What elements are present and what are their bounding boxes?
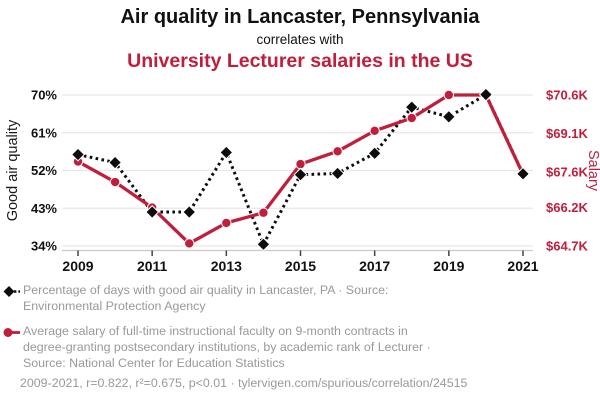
marker-air-quality-point [256,237,271,252]
marker-air-quality-point [441,109,456,124]
marker-salary-point [221,217,232,229]
plot-area: 70% 61% 52% 43% 34% $70.6K $69.1K $67.6K $66.2K $… [0,80,600,285]
x-tick-label: 2015 [285,258,316,274]
legend-item-salary: Average salary of full-time instructiona… [3,323,588,371]
legend-item-air-quality: Percentage of days with good air quality… [3,282,588,314]
marker-salary-point [258,207,269,218]
marker-air-quality-point [330,166,345,181]
x-tick-label: 2013 [211,258,242,274]
chart-title-line2: correlates with [256,32,344,47]
y-tick-label-right: $66.2K [546,200,589,215]
y-tick-label-left: 34% [31,239,57,254]
y-tick-label-left: 52% [31,163,57,178]
marker-salary-point [443,89,455,101]
stats-citation-line: 2009-2021, r=0.822, r²=0.675, p<0.01 · t… [20,376,468,390]
chart-title-line1: Air quality in Lancaster, Pennsylvania [120,6,480,28]
x-tick-label: 2017 [359,258,390,274]
y-tick-label-right: $67.6K [546,164,589,179]
chart-canvas: 70% 61% 52% 43% 34% $70.6K $69.1K $67.6K $66.2K $… [5,87,600,275]
marker-air-quality-point [478,87,493,102]
marker-salary-point [295,158,306,170]
marker-air-quality-point [219,145,234,160]
legend-air-quality-label: Percentage of days with good air quality… [23,283,389,313]
salary-series-icon [3,328,20,337]
x-tick-label: 2009 [62,258,93,274]
chart-header: Air quality in Lancaster, Pennsylvania c… [0,0,600,72]
marker-salary-point [184,238,195,249]
marker-air-quality-point [515,166,531,181]
y-tick-label-right: $69.1K [546,126,589,141]
legend-salary-label: Average salary of full-time instructiona… [23,324,431,370]
marker-air-quality-point [182,205,197,220]
y-tick-label-right: $70.6K [546,88,589,103]
marker-air-quality-point [145,205,160,220]
x-tick-label: 2011 [137,258,168,274]
marker-air-quality-point [293,167,308,182]
x-tick-label: 2019 [433,258,464,274]
marker-air-quality-point [108,155,123,170]
y-tick-label-left: 43% [31,201,57,216]
marker-air-quality-point [367,146,382,161]
circle-marker-glyph [3,328,13,337]
y-tick-label-left: 61% [31,125,57,140]
air-quality-series-icon [3,286,20,297]
marker-air-quality-point [70,147,86,162]
y-tick-label-left: 70% [31,88,57,103]
marker-salary-point [332,146,343,157]
left-axis-title: Good air quality [5,119,21,221]
y-tick-label-right: $64.7K [546,239,589,254]
chart-title-line3: University Lecturer salaries in the US [127,50,473,72]
diamond-marker-glyph [3,286,15,297]
right-axis-title: Salary [585,150,600,192]
x-tick-label: 2021 [507,258,538,274]
marker-salary-point [406,112,417,124]
marker-salary-point [109,176,121,188]
marker-salary-point [369,125,380,137]
marker-air-quality-point [404,100,419,115]
